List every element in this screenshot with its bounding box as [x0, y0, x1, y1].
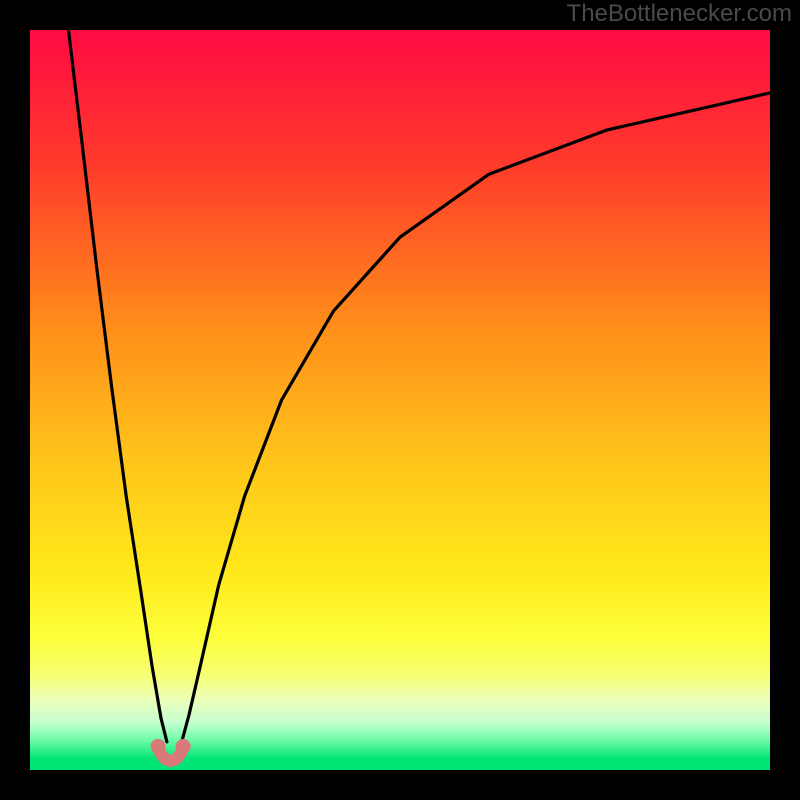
- bottleneck-plot: [0, 0, 800, 800]
- optimal-marker-endpoint: [176, 739, 191, 754]
- watermark-text: TheBottlenecker.com: [567, 0, 792, 28]
- plot-background: [30, 30, 770, 770]
- chart-container: TheBottlenecker.com: [0, 0, 800, 800]
- optimal-marker-endpoint: [151, 739, 166, 754]
